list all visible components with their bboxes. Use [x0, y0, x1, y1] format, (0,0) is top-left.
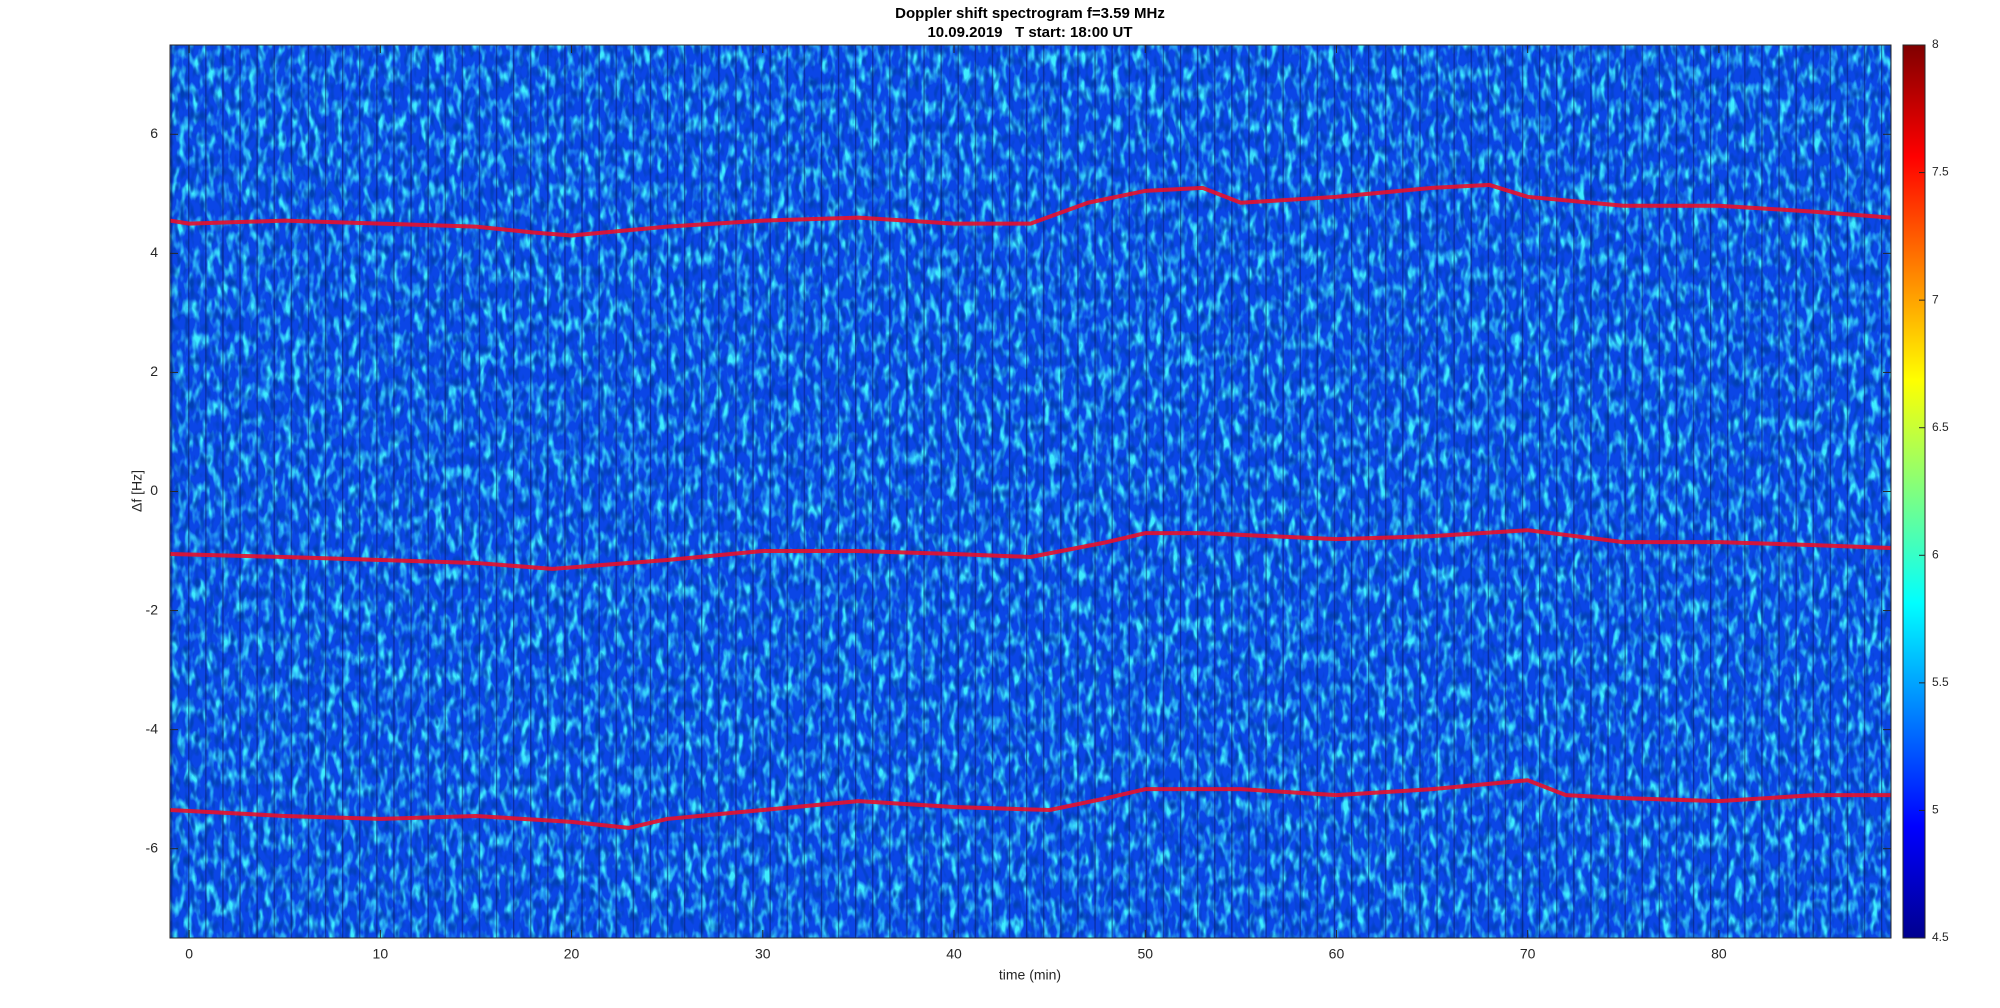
x-tick-label: 0 — [185, 946, 193, 962]
doppler-trace — [170, 182, 1891, 238]
y-tick-label: 4 — [150, 244, 158, 260]
x-axis-label: time (min) — [999, 967, 1061, 983]
y-tick-label: -4 — [146, 720, 159, 736]
traces — [170, 182, 1891, 830]
y-tick-label: -2 — [146, 601, 159, 617]
colorbar-tick-label: 5.5 — [1932, 675, 1949, 689]
x-tick-label: 70 — [1520, 946, 1536, 962]
colorbar-tick-label: 6 — [1932, 547, 1939, 561]
x-tick-label: 80 — [1711, 946, 1727, 962]
x-tick-label: 20 — [564, 946, 580, 962]
y-axis-label: Δf [Hz] — [129, 470, 145, 512]
chart-subtitle: 10.09.2019 T start: 18:00 UT — [927, 24, 1132, 41]
y-tick-label: 2 — [150, 363, 158, 379]
colorbar-tick-label: 4.5 — [1932, 930, 1949, 944]
colorbar-tick-label: 7.5 — [1932, 165, 1949, 179]
x-tick-label: 50 — [1137, 946, 1153, 962]
doppler-trace — [170, 778, 1891, 830]
chart-title: Doppler shift spectrogram f=3.59 MHz — [895, 5, 1165, 22]
colorbar-tick-label: 5 — [1932, 803, 1939, 817]
x-tick-label: 30 — [755, 946, 771, 962]
doppler-trace — [170, 528, 1891, 571]
spectrogram-background — [170, 45, 1891, 938]
colorbar-tick-label: 8 — [1932, 37, 1939, 51]
y-tick-label: 0 — [150, 482, 158, 498]
colorbar — [1902, 44, 1926, 939]
x-tick-label: 10 — [373, 946, 389, 962]
y-tick-label: 6 — [150, 125, 158, 141]
colorbar-tick-label: 7 — [1932, 292, 1939, 306]
colorbar-tick-label: 6.5 — [1932, 420, 1949, 434]
x-tick-label: 60 — [1329, 946, 1345, 962]
y-tick-label: -6 — [146, 839, 159, 855]
x-tick-label: 40 — [946, 946, 962, 962]
